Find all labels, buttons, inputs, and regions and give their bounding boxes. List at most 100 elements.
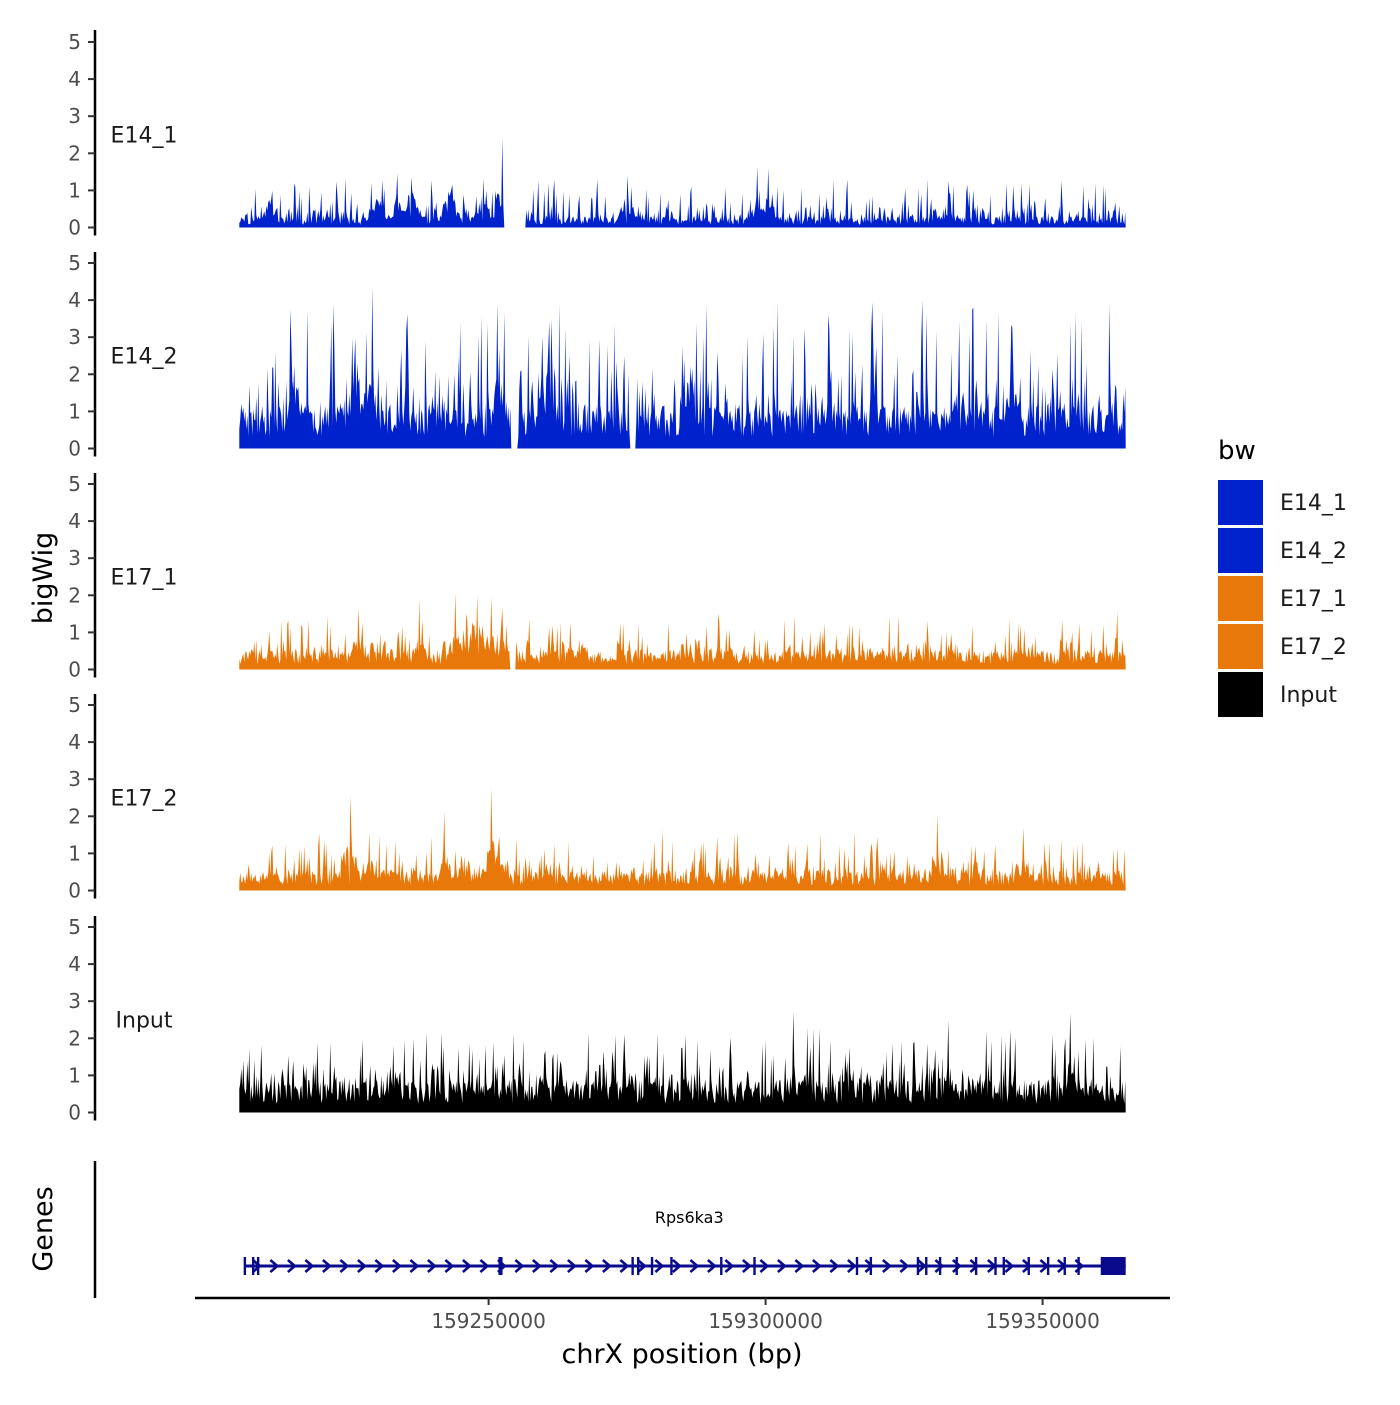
strand-chevron [724, 1259, 735, 1273]
strand-chevron [1004, 1259, 1015, 1273]
y-tick-label: 1 [68, 620, 81, 644]
y-tick-label: 3 [68, 104, 81, 128]
y-tick-label: 4 [68, 288, 81, 312]
signal-area-Input [239, 1011, 1126, 1113]
strand-chevron [287, 1259, 297, 1273]
y-tick-label: 5 [68, 30, 81, 54]
legend-entries: E14_1 E14_2 E17_1 E17_2 Input [1218, 480, 1347, 717]
strand-chevron [759, 1259, 770, 1273]
strand-chevron [882, 1259, 892, 1273]
gene-name-label: Rps6ka3 [655, 1208, 724, 1227]
strand-chevron [654, 1259, 665, 1273]
strand-chevron [427, 1259, 437, 1273]
strand-chevron [602, 1259, 612, 1273]
strand-chevron [322, 1259, 332, 1273]
gene-exon [500, 1257, 503, 1275]
y-tick-label: 1 [68, 178, 81, 202]
gene-exon [498, 1257, 501, 1275]
legend-label-E14_2: E14_2 [1280, 539, 1347, 564]
strand-chevron [934, 1259, 945, 1273]
signal-area-E17_2 [239, 787, 1126, 891]
signal-area-E14_2 [239, 287, 1126, 449]
y-tick-label: 5 [68, 251, 81, 275]
strand-chevron [794, 1259, 805, 1273]
legend-swatch-Input [1218, 672, 1263, 717]
strand-chevron [462, 1259, 472, 1273]
strand-chevron [899, 1259, 910, 1273]
gene-utr-block [1100, 1257, 1126, 1275]
y-tick-label: 4 [68, 952, 81, 976]
strand-chevron [549, 1259, 560, 1273]
signal-tracks: 0 1 2 3 4 5 E14_1 0 1 2 3 4 5 E14_2 0 1 2 3 4 5 E17_1 0 1 2 3 4 5 E… [68, 30, 1126, 1125]
gene-exon [251, 1257, 255, 1275]
y-tick-label: 2 [68, 804, 81, 828]
strand-chevron [269, 1259, 280, 1273]
y-tick-label: 1 [68, 1063, 81, 1087]
strand-chevron [584, 1259, 595, 1273]
y-tick-label: 0 [68, 658, 81, 682]
x-tick-label: 159300000 [708, 1309, 823, 1333]
strand-chevron [847, 1259, 857, 1273]
legend-swatch-E17_2 [1218, 624, 1263, 669]
track-E14_1: 0 1 2 3 4 5 E14_1 [68, 30, 1126, 240]
y-tick-label: 5 [68, 915, 81, 939]
track-E17_1: 0 1 2 3 4 5 E17_1 [68, 472, 1126, 682]
legend-swatch-E14_2 [1218, 528, 1263, 573]
strand-chevron [689, 1259, 700, 1273]
legend-title: bw [1218, 436, 1256, 466]
strand-chevron [812, 1259, 822, 1273]
gene-exon [636, 1257, 640, 1275]
y-tick-label: 2 [68, 362, 81, 386]
strand-chevron [952, 1259, 962, 1273]
y-tick-label: 0 [68, 437, 81, 461]
gene-exon [650, 1257, 654, 1275]
gene-exon [1027, 1257, 1030, 1275]
legend-swatch-E17_1 [1218, 576, 1263, 621]
gene-exon [631, 1257, 634, 1275]
y-tick-label: 0 [68, 1101, 81, 1125]
strand-chevron [514, 1259, 525, 1273]
strand-chevron [567, 1259, 577, 1273]
strand-chevron [672, 1259, 682, 1273]
strand-chevron [777, 1259, 787, 1273]
y-tick-label: 4 [68, 730, 81, 754]
gene-exon [925, 1257, 928, 1275]
strand-chevron [864, 1259, 875, 1273]
gene-exon [974, 1257, 978, 1275]
legend-label-Input: Input [1280, 683, 1337, 708]
gene-exon [994, 1257, 997, 1275]
track-label: E17_1 [111, 566, 178, 591]
y-tick-label: 5 [68, 472, 81, 496]
strand-chevron [479, 1259, 490, 1273]
x-axis: 159250000 159300000 159350000 [195, 1296, 1170, 1333]
y-tick-label: 3 [68, 989, 81, 1013]
gene-exon [256, 1257, 260, 1275]
y-tick-label: 4 [68, 509, 81, 533]
strand-chevron [444, 1259, 455, 1273]
y-tick-label: 4 [68, 67, 81, 91]
track-label: E14_2 [111, 345, 178, 370]
y-tick-label: 2 [68, 1026, 81, 1050]
legend-label-E17_1: E17_1 [1280, 587, 1347, 612]
track-label: E17_2 [111, 787, 178, 812]
strand-chevron [339, 1259, 350, 1273]
track-Input: 0 1 2 3 4 5 Input [68, 915, 1126, 1125]
gene-exon [670, 1257, 673, 1275]
y-tick-label: 0 [68, 879, 81, 903]
gene-track: Rps6ka3 [93, 1161, 1126, 1298]
gene-exon [1077, 1257, 1080, 1275]
gene-exon [938, 1257, 942, 1275]
strand-chevron [742, 1259, 752, 1273]
strand-chevron [917, 1259, 927, 1273]
genes-track-title: Genes [28, 1186, 59, 1271]
gene-exon [855, 1257, 859, 1275]
strand-chevron [829, 1259, 840, 1273]
gene-exon [1063, 1257, 1066, 1275]
gene-exon [1046, 1257, 1050, 1275]
strand-chevron [409, 1259, 420, 1273]
track-label: E14_1 [111, 124, 178, 149]
strand-chevron [252, 1259, 262, 1273]
legend: bw E14_1 E14_2 E17_1 E17_2 Input [1218, 436, 1347, 717]
